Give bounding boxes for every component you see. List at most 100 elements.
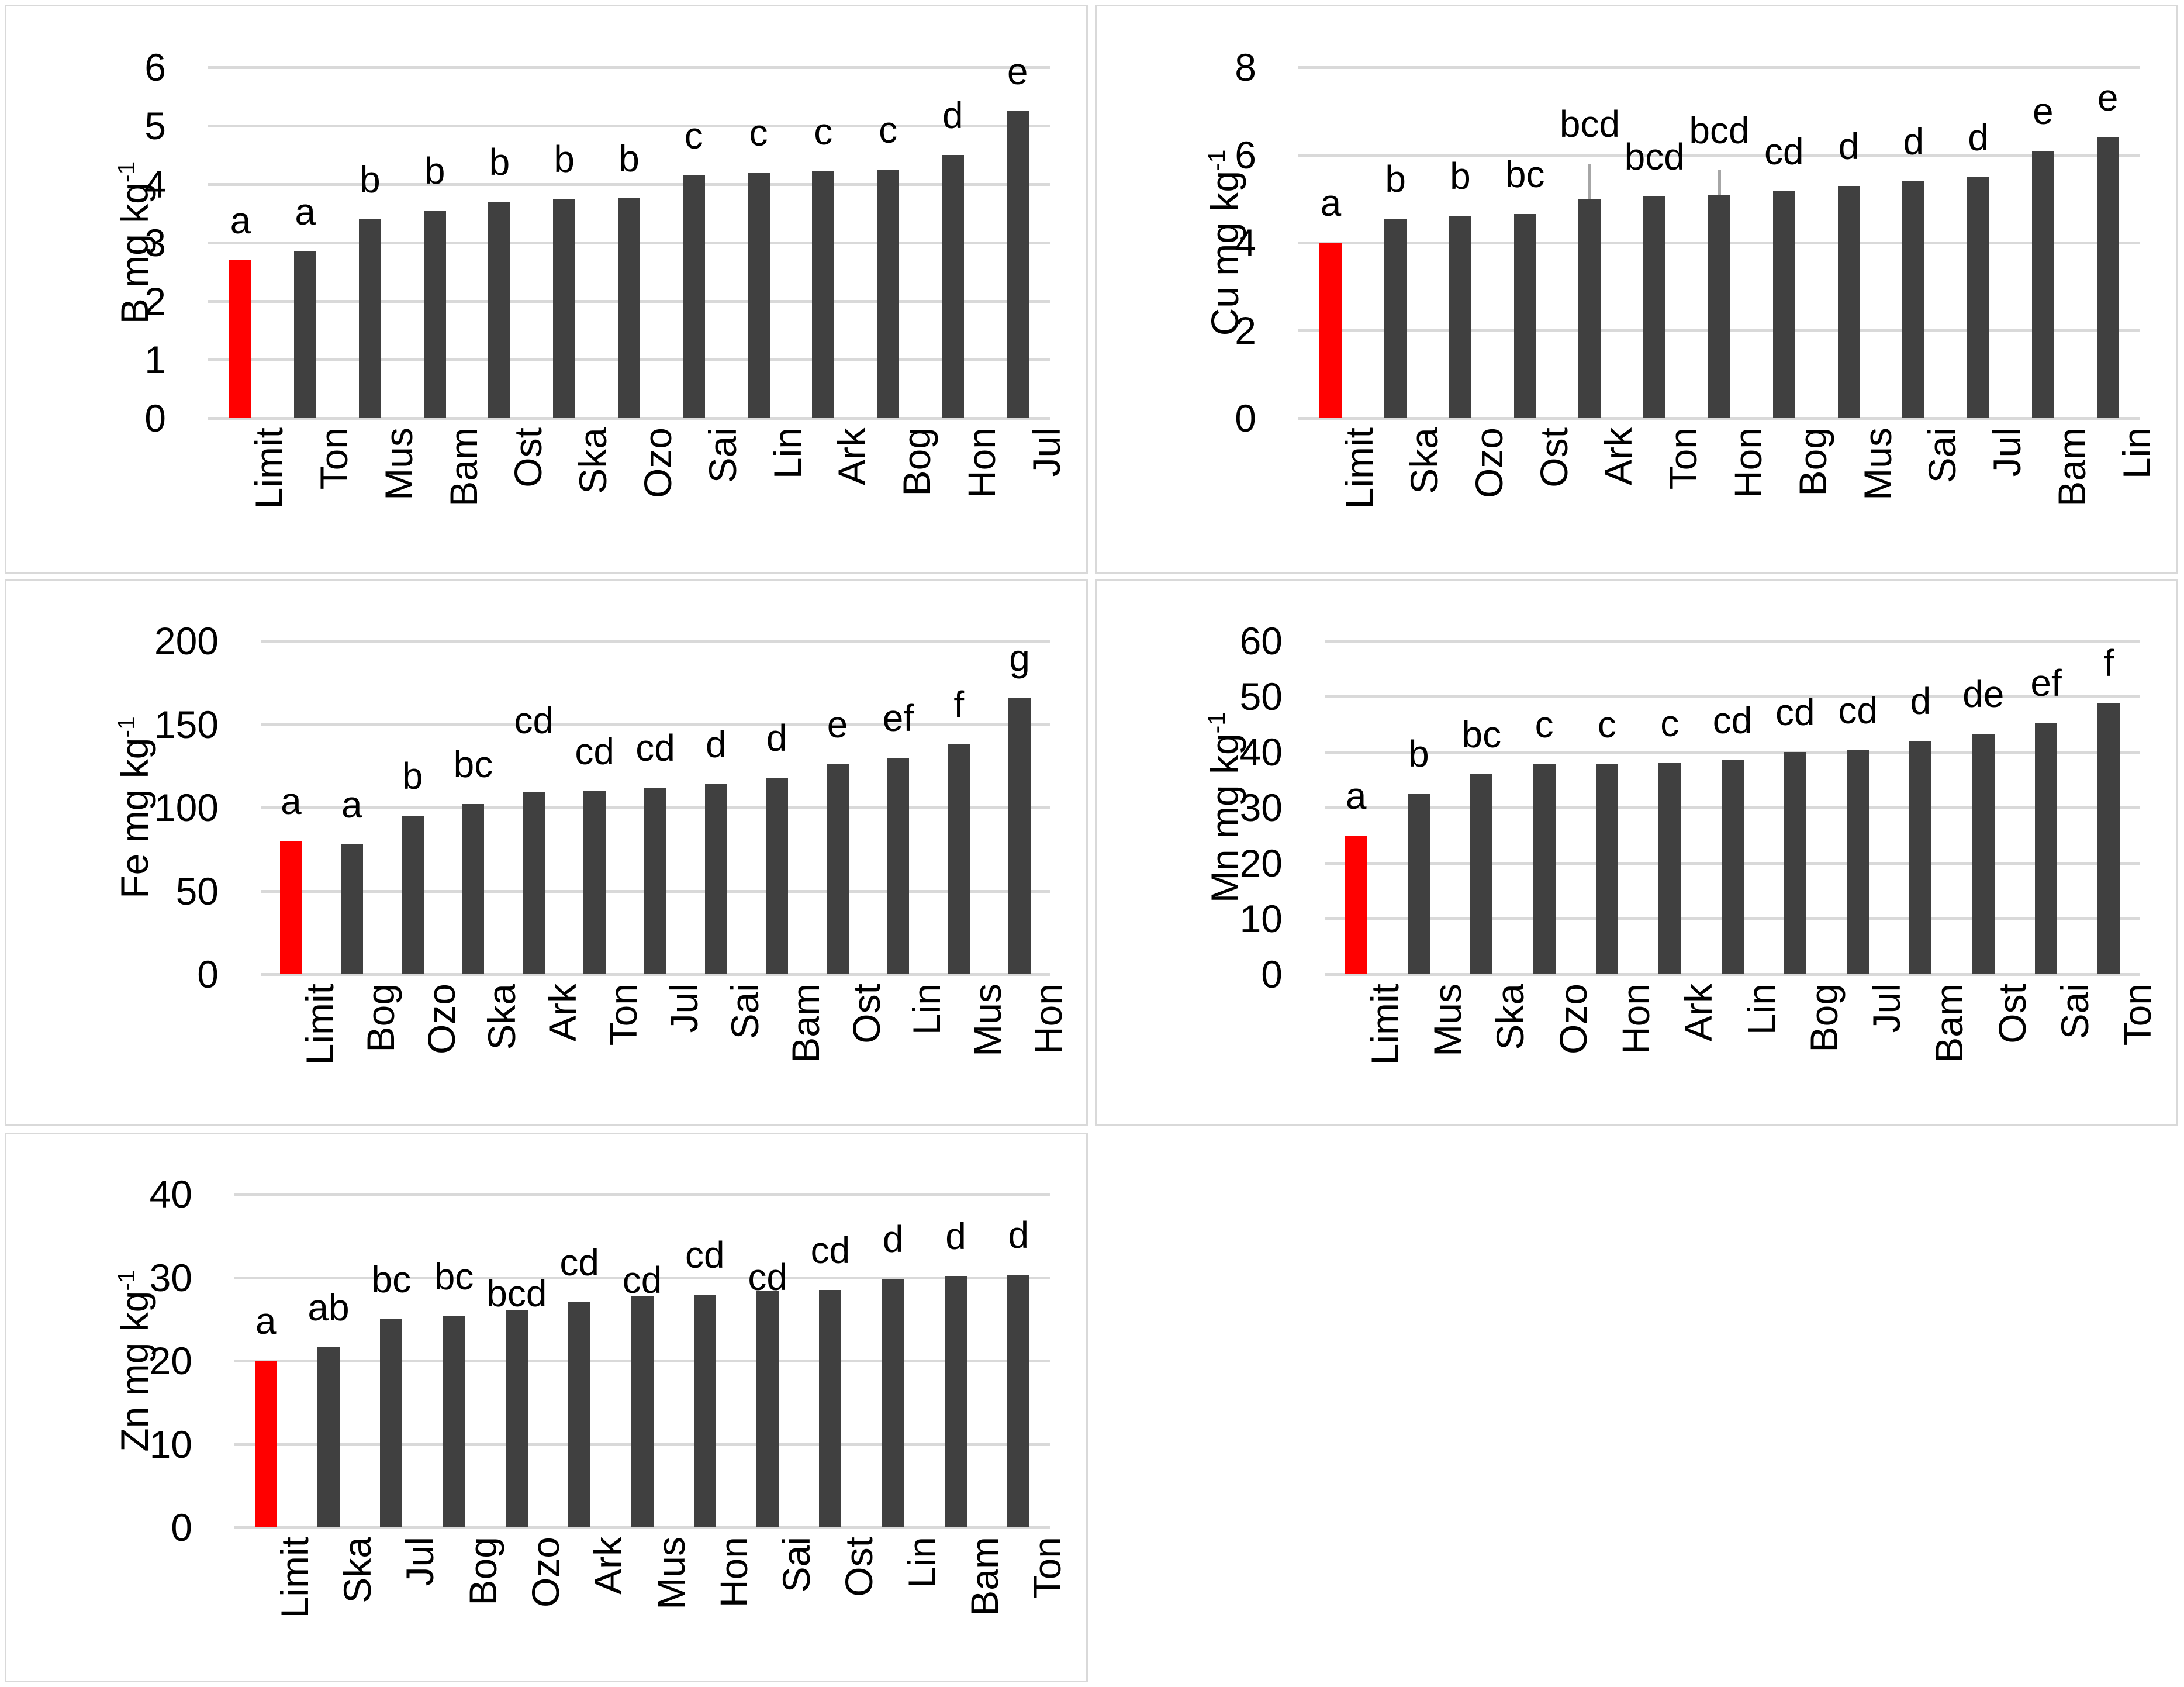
x-category-label: Hon <box>1613 984 1657 1055</box>
y-tick-label: 6 <box>1235 133 1256 177</box>
significance-letter: a <box>341 783 362 826</box>
significance-letter: c <box>1660 702 1680 744</box>
significance-letter: bc <box>1461 713 1502 755</box>
bar <box>1708 194 1730 418</box>
x-category-label: Bog <box>1791 427 1834 496</box>
x-category-label: Ozo <box>1551 984 1595 1055</box>
bar <box>704 784 727 974</box>
y-tick-label: 2 <box>1235 309 1256 352</box>
gridline <box>1325 751 2140 754</box>
significance-letter: cd <box>685 1234 725 1277</box>
significance-letter: bcd <box>1689 109 1750 152</box>
bar <box>340 844 363 974</box>
significance-letter: g <box>1009 636 1030 679</box>
y-axis-title-superscript: -1 <box>1203 149 1230 171</box>
significance-letter: c <box>749 112 768 154</box>
bar <box>1902 181 1925 418</box>
x-category-label: Hon <box>1726 427 1770 499</box>
x-category-label: Limit <box>1338 427 1381 509</box>
x-category-label: Ost <box>837 1537 881 1597</box>
x-category-label: Ark <box>541 984 585 1041</box>
bar <box>583 791 606 974</box>
significance-letter: bcd <box>1624 136 1685 178</box>
significance-letter: de <box>1962 672 2005 715</box>
x-category-label: Mus <box>649 1537 693 1610</box>
y-tick-label: 40 <box>149 1172 192 1216</box>
bar <box>765 777 788 974</box>
bar <box>1006 111 1029 418</box>
bar <box>819 1289 842 1527</box>
significance-letter: c <box>879 109 898 151</box>
x-category-label: Bog <box>895 427 939 496</box>
x-category-label: Ska <box>571 427 615 494</box>
significance-letter: e <box>1007 50 1028 92</box>
significance-letter: bc <box>453 743 493 786</box>
bar <box>488 202 511 418</box>
bar <box>1449 215 1471 418</box>
significance-letter: ef <box>2030 661 2062 704</box>
x-category-label: Limit <box>1363 984 1407 1065</box>
bar <box>826 764 849 974</box>
y-axis-title-superscript: -1 <box>113 1269 140 1291</box>
gridline <box>234 1193 1050 1196</box>
x-category-label: Mus <box>1855 427 1899 501</box>
gridline <box>1298 154 2140 157</box>
bar <box>380 1319 403 1527</box>
bar <box>523 792 545 974</box>
y-tick-label: 5 <box>144 104 166 147</box>
x-category-label: Sai <box>723 984 766 1040</box>
gridline <box>234 1276 1050 1279</box>
significance-letter: d <box>766 716 787 759</box>
x-category-label: Ska <box>480 984 524 1050</box>
bar <box>941 155 964 418</box>
x-category-label: Bog <box>461 1537 504 1606</box>
x-category-label: Ark <box>586 1537 630 1595</box>
bar <box>1967 177 1990 418</box>
gridline <box>1298 417 2140 420</box>
bar <box>2035 722 2058 974</box>
x-category-label: Bog <box>1802 984 1846 1053</box>
bar <box>1909 741 1932 974</box>
y-axis-title: Cu mg kg-1 <box>1192 56 1246 430</box>
error-whisker <box>1588 164 1592 213</box>
significance-letter: b <box>424 150 445 192</box>
gridline <box>261 973 1050 976</box>
y-tick-label: 0 <box>197 953 219 996</box>
y-tick-label: 2 <box>144 280 166 323</box>
bar <box>2097 703 2120 974</box>
x-category-label: Bam <box>963 1537 1007 1616</box>
x-category-label: Ska <box>335 1537 379 1603</box>
significance-letter: bc <box>1505 153 1545 196</box>
x-category-label: Ost <box>506 427 550 488</box>
bar <box>618 198 640 418</box>
y-axis-title-text: Fe mg kg <box>113 737 156 899</box>
y-tick-label: 40 <box>1239 730 1283 774</box>
bar <box>756 1291 779 1527</box>
y-tick-label: 4 <box>1235 221 1256 264</box>
y-axis-title: Mn mg kg-1 <box>1192 620 1246 995</box>
significance-letter: cd <box>622 1259 662 1302</box>
bar <box>1470 774 1493 974</box>
gridline <box>261 640 1050 643</box>
y-tick-label: 0 <box>1235 396 1256 440</box>
bar <box>1847 750 1869 974</box>
x-category-label: Hon <box>1027 984 1070 1055</box>
limit-bar <box>1319 243 1342 418</box>
significance-letter: a <box>1320 182 1342 224</box>
bar <box>505 1310 528 1527</box>
significance-letter: d <box>942 94 963 136</box>
y-tick-label: 8 <box>1235 46 1256 89</box>
gridline <box>1325 640 2140 643</box>
x-category-label: Ton <box>602 984 645 1046</box>
x-category-label: Bam <box>783 984 827 1063</box>
x-category-label: Ton <box>2116 984 2159 1046</box>
significance-letter: bcd <box>486 1272 547 1315</box>
x-category-label: Sai <box>775 1537 818 1593</box>
bar <box>1007 1275 1030 1527</box>
bar <box>747 173 770 418</box>
significance-letter: a <box>281 780 302 822</box>
x-category-label: Jul <box>398 1537 442 1586</box>
bar <box>358 219 381 418</box>
